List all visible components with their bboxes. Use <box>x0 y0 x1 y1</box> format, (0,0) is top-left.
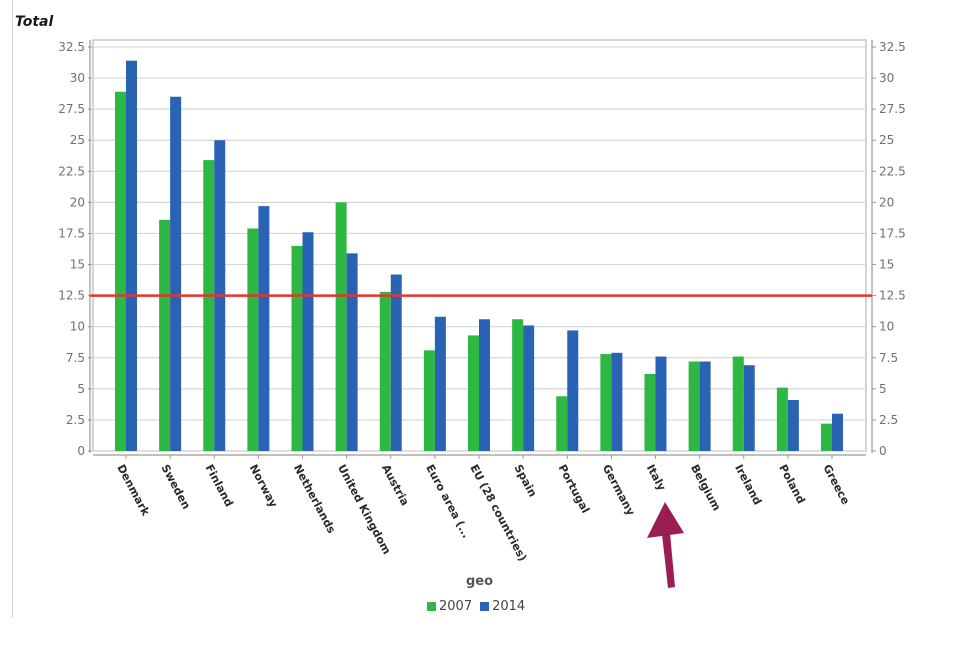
y-tick-label-right: 30 <box>879 71 894 85</box>
y-tick-label-right: 5 <box>879 382 887 396</box>
bar-2007[interactable] <box>688 361 700 451</box>
x-category-label: Austria <box>379 462 412 508</box>
y-tick-label-right: 10 <box>879 320 894 334</box>
bar-2007[interactable] <box>512 319 524 451</box>
x-category-label: Euro area (... <box>423 462 473 540</box>
bar-2007[interactable] <box>203 160 215 451</box>
x-category-label: Belgium <box>688 462 723 513</box>
y-tick-label-left: 27.5 <box>58 102 85 116</box>
x-category-label: Greece <box>820 462 852 506</box>
y-tick-label-left: 32.5 <box>58 40 85 54</box>
annotation-arrow-shaft-icon <box>662 533 675 588</box>
x-category-label: Denmark <box>114 462 152 518</box>
y-tick-label-left: 20 <box>70 195 85 209</box>
x-category-label: Finland <box>203 462 236 509</box>
bar-2014[interactable] <box>523 325 535 451</box>
legend: 2007 2014 <box>427 599 529 614</box>
bar-2007[interactable] <box>468 335 479 451</box>
bar-2014[interactable] <box>346 253 358 451</box>
x-category-label: Sweden <box>158 462 192 511</box>
x-category-label: Netherlands <box>291 462 338 536</box>
legend-item-2007[interactable]: 2007 <box>427 599 472 614</box>
y-tick-label-right: 7.5 <box>879 351 898 365</box>
bar-2007[interactable] <box>159 219 171 451</box>
bar-2014[interactable] <box>434 316 446 451</box>
x-category-label: Poland <box>776 462 807 506</box>
legend-item-2014[interactable]: 2014 <box>480 599 525 614</box>
chart-title: Total <box>15 14 54 30</box>
bar-2014[interactable] <box>170 96 182 451</box>
bar-2007[interactable] <box>821 423 832 451</box>
x-category-label: Ireland <box>732 462 764 507</box>
y-tick-label-right: 12.5 <box>879 289 906 303</box>
y-tick-label-right: 27.5 <box>879 102 906 116</box>
bar-2014[interactable] <box>302 232 314 451</box>
y-tick-label-right: 2.5 <box>879 413 898 427</box>
bar-2014[interactable] <box>655 356 667 451</box>
x-category-label: Germany <box>600 462 638 517</box>
bar-2007[interactable] <box>732 356 744 451</box>
y-tick-label-left: 10 <box>70 320 85 334</box>
x-axis-title: geo <box>466 574 494 589</box>
y-tick-label-left: 5 <box>77 382 85 396</box>
legend-swatch-2014 <box>480 602 490 611</box>
y-tick-label-left: 17.5 <box>58 226 85 240</box>
bar-2014[interactable] <box>699 361 711 451</box>
legend-label-2014: 2014 <box>492 599 526 614</box>
y-tick-label-right: 22.5 <box>879 164 906 178</box>
bar-2007[interactable] <box>423 350 435 451</box>
x-category-label: Spain <box>511 462 539 499</box>
y-tick-label-right: 15 <box>879 258 894 272</box>
y-tick-label-left: 7.5 <box>66 351 85 365</box>
x-category-label: Italy <box>644 462 668 493</box>
y-tick-label-left: 30 <box>70 71 85 85</box>
x-category-label: Norway <box>247 462 280 509</box>
y-tick-label-left: 2.5 <box>66 413 85 427</box>
y-tick-label-left: 25 <box>70 133 85 147</box>
bar-2014[interactable] <box>258 206 270 451</box>
bar-2014[interactable] <box>567 330 579 451</box>
bar-2014[interactable] <box>787 400 799 451</box>
bar-2014[interactable] <box>611 352 623 451</box>
bar-2007[interactable] <box>600 354 612 451</box>
bar-2014[interactable] <box>126 60 137 451</box>
x-category-label: Portugal <box>556 462 592 515</box>
legend-swatch-2007 <box>427 602 436 611</box>
y-tick-label-right: 32.5 <box>879 40 906 54</box>
bar-2014[interactable] <box>390 274 402 451</box>
y-tick-label-left: 22.5 <box>58 164 85 178</box>
bar-2014[interactable] <box>832 413 843 451</box>
y-tick-label-left: 12.5 <box>58 289 85 303</box>
bar-2014[interactable] <box>743 365 755 451</box>
y-tick-label-right: 25 <box>879 133 894 147</box>
y-tick-label-left: 0 <box>77 444 85 458</box>
bar-2007[interactable] <box>291 245 303 451</box>
page-left-border <box>12 0 13 618</box>
legend-label-2007: 2007 <box>439 599 473 614</box>
bar-2007[interactable] <box>379 291 391 451</box>
annotation-arrow-head-icon <box>647 502 684 538</box>
y-tick-label-right: 0 <box>879 444 887 458</box>
y-tick-label-right: 20 <box>879 195 894 209</box>
bar-2007[interactable] <box>115 91 126 452</box>
bar-2014[interactable] <box>479 319 490 451</box>
bar-2007[interactable] <box>556 396 568 451</box>
y-tick-label-left: 15 <box>70 258 85 272</box>
bar-2007[interactable] <box>644 373 656 451</box>
bar-2007[interactable] <box>776 387 788 451</box>
bar-2007[interactable] <box>335 202 347 451</box>
bar-2007[interactable] <box>247 228 259 451</box>
y-tick-label-right: 17.5 <box>879 226 906 240</box>
